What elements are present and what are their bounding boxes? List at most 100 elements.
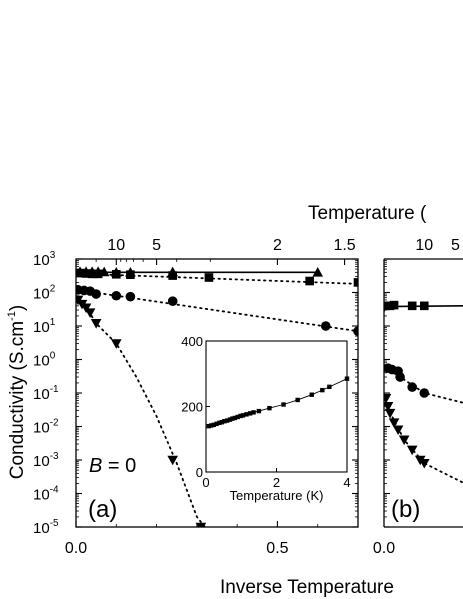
- inset-point-3: [214, 421, 219, 427]
- panel-a-annotation-rest: = 0: [102, 455, 136, 477]
- panel-a-annotation: B = 0: [89, 455, 136, 477]
- x-tick-label-0: 0.0: [65, 540, 87, 557]
- inset-chart: 0 200 400 0 2 4 Temperature (K): [181, 334, 350, 503]
- series-2-point-3: [91, 289, 101, 299]
- inset-point-14: [244, 412, 249, 417]
- inset-point-4: [217, 420, 222, 426]
- inset-point-2: [211, 422, 216, 428]
- series-3-point-7: [195, 522, 207, 527]
- inset-point-18: [267, 405, 272, 411]
- b-series-1-point-3: [395, 372, 405, 382]
- series-1-point-5: [126, 270, 135, 279]
- series-2-point-6: [167, 296, 178, 306]
- series-0-point-8: [312, 267, 324, 277]
- y-tick-label-0: 103: [33, 250, 56, 269]
- inset-point-20: [295, 397, 300, 403]
- inset-point-21: [309, 392, 314, 397]
- y-tick-label-7: 10-4: [33, 485, 59, 504]
- series-3-point-3: [84, 308, 96, 318]
- inset-y-tick-label-1: 200: [181, 400, 203, 415]
- b-x-tick-label-0: 0.0: [373, 540, 395, 557]
- b-top-tick-label-0: 10: [415, 237, 433, 254]
- y-tick-label-6: 10-3: [33, 451, 59, 470]
- inset-point-16: [251, 410, 256, 415]
- series-1-point-4: [111, 269, 121, 279]
- b-series-0-point-2: [389, 300, 399, 310]
- top-tick-label-3: 1.5: [333, 237, 355, 254]
- series-3-point-2: [80, 303, 92, 314]
- inset-x-tick-label-2: 4: [343, 475, 350, 490]
- b-series-1-point-4: [407, 382, 418, 392]
- panel-b-plot-area: [384, 300, 463, 484]
- y-tick-label-2: 101: [33, 317, 56, 336]
- y-tick-label-5: 10-2: [33, 418, 59, 437]
- inset-point-6: [222, 419, 227, 424]
- inset-point-22: [320, 387, 325, 393]
- series-1-point-2: [87, 269, 97, 279]
- series-2-fit-line: [76, 288, 358, 333]
- b-series-2-point-4: [392, 425, 404, 436]
- inset-point-13: [240, 413, 246, 418]
- inset-point-9: [230, 416, 235, 421]
- top-tick-label-2: 2: [273, 237, 282, 254]
- y-axis-label-sup: -1: [6, 311, 18, 321]
- panel-a-annotation-var: B: [89, 455, 102, 477]
- b-series-0-point-3: [407, 301, 417, 311]
- series-1-point-7: [204, 273, 214, 282]
- inset-point-0: [206, 423, 212, 429]
- series-3-point-4: [90, 319, 102, 329]
- y-axis-label: Conductivity (S.cm-1): [6, 305, 28, 479]
- inset-point-17: [256, 408, 262, 414]
- b-series-2-point-1: [384, 402, 394, 412]
- inset-y-tick-label-0: 0: [196, 465, 203, 480]
- inset-point-8: [227, 417, 233, 422]
- inset-point-7: [224, 418, 230, 423]
- inset-x-tick-label-0: 0: [202, 475, 209, 490]
- inset-point-23: [327, 384, 332, 390]
- top-axis-label: Temperature (: [308, 203, 427, 224]
- series-2-point-5: [125, 291, 136, 302]
- series-1-point-6: [168, 271, 177, 280]
- b-series-2-point-5: [398, 435, 410, 446]
- inset-point-24: [344, 376, 350, 381]
- series-2-point-4: [111, 290, 122, 301]
- inset-x-axis-label: Temperature (K): [230, 488, 324, 503]
- inset-x-tick-label-1: 2: [273, 475, 280, 490]
- b-series-2-point-8: [418, 458, 430, 469]
- b-top-tick-label-1: 5: [451, 237, 460, 254]
- y-tick-label-3: 100: [33, 351, 56, 370]
- panel-b: 0.0 10 5 (b): [373, 237, 463, 557]
- series-3-point-5: [110, 339, 122, 349]
- inset-point-10: [232, 415, 238, 421]
- inset-point-5: [219, 420, 225, 425]
- panel-a-label: (a): [88, 496, 117, 523]
- series-2-point-7: [320, 321, 331, 331]
- top-tick-label-1: 5: [152, 237, 161, 254]
- bottom-axis-label: Inverse Temperature: [220, 577, 394, 598]
- y-tick-label-8: 10-5: [33, 518, 59, 537]
- series-1-point-8: [305, 276, 314, 286]
- x-tick-label-1: 0.5: [266, 540, 288, 557]
- y-tick-label-4: 10-1: [33, 384, 59, 403]
- y-axis-label-text: Conductivity (S.cm: [7, 321, 28, 479]
- y-tick-label-1: 102: [33, 284, 56, 303]
- b-series-2-point-2: [384, 408, 396, 419]
- series-1-point-1: [81, 269, 91, 278]
- top-tick-label-0: 10: [107, 237, 125, 254]
- b-series-2-point-3: [388, 418, 400, 428]
- b-series-2-point-6: [406, 445, 418, 456]
- series-3-point-6: [167, 455, 178, 466]
- b-series-0-point-4: [419, 301, 429, 311]
- panel-b-axes: 0.0 10 5: [373, 237, 460, 557]
- inset-point-11: [235, 414, 240, 420]
- inset-point-12: [238, 413, 243, 419]
- inset-point-1: [209, 423, 214, 428]
- series-1-point-0: [76, 268, 85, 278]
- y-axis-label-close: ): [7, 305, 28, 311]
- inset-y-tick-label-2: 400: [181, 334, 203, 349]
- b-series-2-fit-line: [384, 395, 463, 484]
- series-3-fit-line: [76, 298, 206, 527]
